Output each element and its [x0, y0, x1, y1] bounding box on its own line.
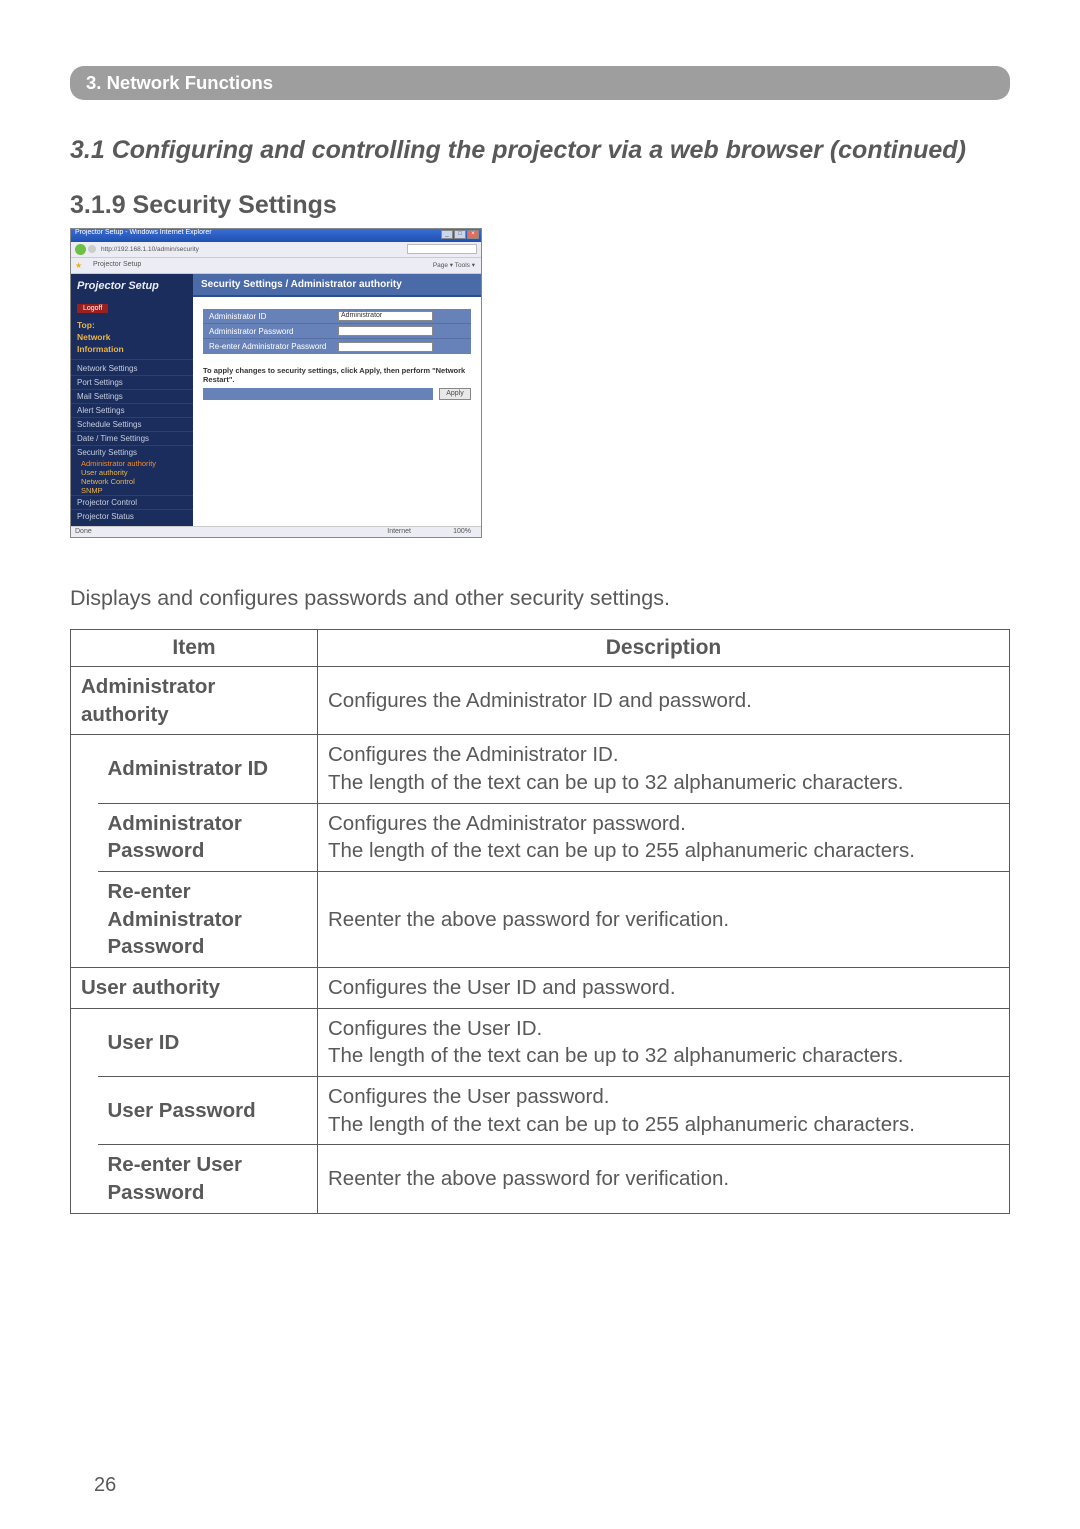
item-user-id: User ID: [98, 1008, 318, 1076]
screenshot-body: Projector Setup Logoff Top: Network Info…: [71, 274, 481, 526]
toolbar-tools: Page ▾ Tools ▾: [433, 261, 475, 269]
side-sub-netctrl: Network Control: [71, 477, 193, 486]
status-bar: Done Internet 100%: [71, 526, 481, 538]
form-row-repw: Re-enter Administrator Password: [203, 339, 471, 354]
desc-admin-auth: Configures the Administrator ID and pass…: [318, 667, 1010, 735]
screenshot-figure: Projector Setup - Windows Internet Explo…: [70, 228, 482, 538]
side-sub-snmp: SNMP: [71, 486, 193, 495]
status-left: Done: [75, 528, 92, 535]
browser-toolbar: http://192.168.1.10/admin/security: [71, 242, 481, 258]
side-network-settings: Network Settings: [71, 359, 193, 375]
close-icon: ×: [467, 230, 479, 239]
table-row: Administrator Password Configures the Ad…: [71, 803, 1010, 871]
settings-table: Item Description Administrator authority…: [70, 629, 1010, 1214]
intro-text: Displays and configures passwords and ot…: [70, 586, 1010, 611]
forward-icon: [88, 245, 96, 253]
desc-user-id: Configures the User ID.The length of the…: [318, 1008, 1010, 1076]
item-admin-id: Administrator ID: [98, 735, 318, 803]
desc-admin-id: Configures the Administrator ID.The leng…: [318, 735, 1010, 803]
screenshot-sidebar: Projector Setup Logoff Top: Network Info…: [71, 274, 193, 526]
side-alert-settings: Alert Settings: [71, 403, 193, 417]
table-row: User Password Configures the User passwo…: [71, 1077, 1010, 1145]
brand-label: Projector Setup: [71, 280, 193, 292]
chapter-title: 3. Network Functions: [86, 72, 273, 93]
desc-admin-pw: Configures the Administrator password.Th…: [318, 803, 1010, 871]
side-datetime-settings: Date / Time Settings: [71, 431, 193, 445]
chapter-header: 3. Network Functions: [70, 66, 1010, 100]
apply-note: To apply changes to security settings, c…: [193, 360, 481, 388]
item-admin-auth: Administrator authority: [71, 667, 318, 735]
indent-spacer: [71, 1008, 98, 1213]
indent-spacer: [71, 735, 98, 968]
item-user-pw: User Password: [98, 1077, 318, 1145]
item-user-repw: Re-enter User Password: [98, 1145, 318, 1213]
side-projector-control: Projector Control: [71, 495, 193, 509]
panel-title: Security Settings / Administrator author…: [193, 274, 481, 297]
favorite-icon: ★: [75, 261, 82, 270]
table-row: User authority Configures the User ID an…: [71, 968, 1010, 1009]
side-mail-settings: Mail Settings: [71, 389, 193, 403]
nav-network: Network: [71, 331, 193, 343]
max-icon: □: [454, 230, 466, 239]
status-zone: Internet: [387, 528, 411, 535]
form-label-repw: Re-enter Administrator Password: [203, 342, 338, 351]
screenshot-title-text: Projector Setup - Windows Internet Explo…: [75, 229, 212, 236]
desc-admin-repw: Reenter the above password for verificat…: [318, 872, 1010, 968]
page-number: 26: [94, 1474, 1010, 1497]
apply-bar: [203, 388, 433, 400]
col-description: Description: [318, 630, 1010, 667]
apply-button: Apply: [439, 388, 471, 400]
address-text: http://192.168.1.10/admin/security: [101, 246, 199, 253]
window-buttons: _ □ ×: [441, 230, 479, 239]
side-projector-status: Projector Status: [71, 509, 193, 523]
nav-information: Information: [71, 343, 193, 355]
screenshot-main: Security Settings / Administrator author…: [193, 274, 481, 526]
form-field-id: Administrator: [338, 311, 433, 321]
form-field-repw: [338, 342, 433, 352]
admin-form: Administrator ID Administrator Administr…: [203, 309, 471, 354]
subsection-title: 3.1.9 Security Settings: [70, 191, 1010, 220]
screenshot-titlebar: Projector Setup - Windows Internet Explo…: [71, 229, 481, 242]
desc-user-repw: Reenter the above password for verificat…: [318, 1145, 1010, 1213]
logoff-button: Logoff: [77, 304, 108, 313]
side-schedule-settings: Schedule Settings: [71, 417, 193, 431]
desc-user-pw: Configures the User password.The length …: [318, 1077, 1010, 1145]
form-row-pw: Administrator Password: [203, 324, 471, 339]
item-admin-repw: Re-enter Administrator Password: [98, 872, 318, 968]
table-row: Administrator authority Configures the A…: [71, 667, 1010, 735]
side-sub-admin: Administrator authority: [71, 459, 193, 468]
back-icon: [75, 244, 86, 255]
form-label-pw: Administrator Password: [203, 327, 338, 336]
side-security-settings: Security Settings: [71, 445, 193, 459]
item-user-auth: User authority: [71, 968, 318, 1009]
nav-top: Top:: [71, 319, 193, 331]
form-row-id: Administrator ID Administrator: [203, 309, 471, 324]
col-item: Item: [71, 630, 318, 667]
item-admin-pw: Administrator Password: [98, 803, 318, 871]
section-title: 3.1 Configuring and controlling the proj…: [70, 136, 1010, 165]
browser-tabbar: ★ Projector Setup Page ▾ Tools ▾: [71, 258, 481, 274]
table-header-row: Item Description: [71, 630, 1010, 667]
side-sub-user: User authority: [71, 468, 193, 477]
status-zoom: 100%: [453, 528, 471, 535]
search-input: [407, 244, 477, 254]
tab-label: Projector Setup: [93, 261, 141, 268]
min-icon: _: [441, 230, 453, 239]
form-field-pw: [338, 326, 433, 336]
table-row: Re-enter Administrator Password Reenter …: [71, 872, 1010, 968]
apply-row: Apply: [193, 388, 481, 400]
form-label-id: Administrator ID: [203, 312, 338, 321]
table-row: Re-enter User Password Reenter the above…: [71, 1145, 1010, 1213]
table-row: User ID Configures the User ID.The lengt…: [71, 1008, 1010, 1076]
desc-user-auth: Configures the User ID and password.: [318, 968, 1010, 1009]
side-port-settings: Port Settings: [71, 375, 193, 389]
table-row: Administrator ID Configures the Administ…: [71, 735, 1010, 803]
